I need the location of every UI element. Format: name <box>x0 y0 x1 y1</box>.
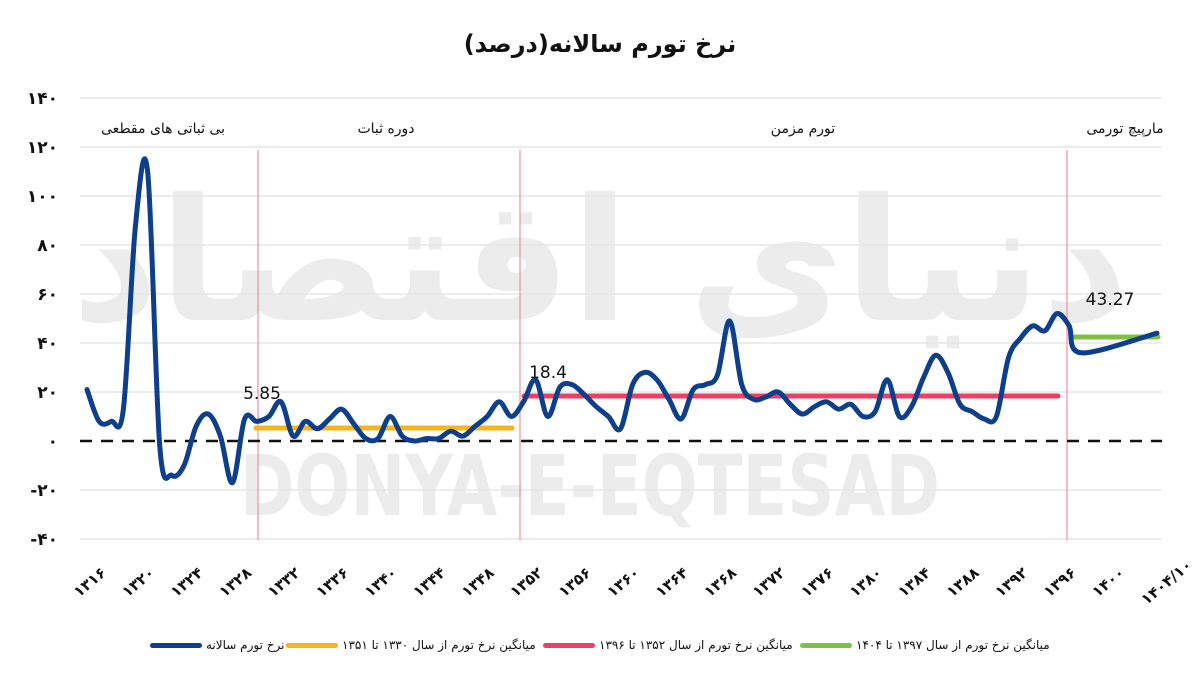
x-tick-label: ۱۳۳۲ <box>264 564 304 601</box>
chart-title: نرخ تورم سالانه(درصد) <box>463 30 737 58</box>
x-tick-label: ۱۳۷۲ <box>749 564 789 601</box>
x-tick-label: ۱۳۱۶ <box>70 564 110 601</box>
y-tick-label: ۱۲۰ <box>27 138 58 158</box>
x-tick-label: ۱۳۸۰ <box>846 564 886 601</box>
y-tick-label: -۴۰ <box>30 530 58 550</box>
legend-item-avg-1330-1351: میانگین نرخ تورم از سال ۱۳۳۰ تا ۱۳۵۱ <box>286 638 536 652</box>
y-axis-labels: -۴۰ -۲۰ ۰ ۲۰ ۴۰ ۶۰ ۸۰ ۱۰۰ ۱۲۰ ۱۴۰ <box>27 89 58 550</box>
x-tick-label: ۱۳۶۰ <box>603 564 643 601</box>
x-tick-label: ۱۴۰۴/۱۰ <box>1138 556 1196 609</box>
x-tick-label: ۱۳۹۶ <box>1040 564 1080 601</box>
region-label-chronic: تورم مزمن <box>771 121 835 137</box>
region-label-spiral: مارپیچ تورمی <box>1086 121 1163 137</box>
x-tick-label: ۱۳۸۸ <box>943 564 983 601</box>
x-tick-label: ۱۳۲۸ <box>215 564 255 601</box>
y-tick-label: ۲۰ <box>37 383 58 403</box>
y-tick-label: ۱۴۰ <box>27 89 58 109</box>
legend-item-avg-1397-1404: میانگین نرخ تورم از سال ۱۳۹۷ تا ۱۴۰۴ <box>800 638 1050 652</box>
x-tick-label: ۱۳۳۶ <box>312 564 352 601</box>
annotation-avg-1330-1351: 5.85 <box>243 384 281 404</box>
legend-swatch-red <box>543 642 595 648</box>
chart-legend: نرخ تورم سالانه میانگین نرخ تورم از سال … <box>0 638 1200 662</box>
annotation-avg-1352-1396: 18.4 <box>529 363 567 383</box>
grid-lines <box>80 97 1162 540</box>
x-tick-label: ۱۳۵۶ <box>555 564 595 601</box>
x-tick-label: ۱۳۲۴ <box>167 564 207 601</box>
x-tick-label: ۱۳۵۲ <box>506 564 546 601</box>
x-tick-label: ۱۳۲۰ <box>118 564 158 601</box>
legend-label-avg-1352-1396: میانگین نرخ تورم از سال ۱۳۵۲ تا ۱۳۹۶ <box>599 638 793 652</box>
legend-item-avg-1352-1396: میانگین نرخ تورم از سال ۱۳۵۲ تا ۱۳۹۶ <box>543 638 793 652</box>
x-tick-label: ۱۳۴۸ <box>458 564 498 601</box>
x-tick-label: ۱۳۴۰ <box>361 564 401 601</box>
legend-item-annual-inflation: نرخ تورم سالانه <box>150 638 284 652</box>
y-tick-label: ۶۰ <box>37 285 58 305</box>
legend-label-avg-1330-1351: میانگین نرخ تورم از سال ۱۳۳۰ تا ۱۳۵۱ <box>342 638 536 652</box>
legend-label-avg-1397-1404: میانگین نرخ تورم از سال ۱۳۹۷ تا ۱۴۰۴ <box>856 638 1050 652</box>
x-tick-label: ۱۳۶۸ <box>700 564 740 601</box>
y-tick-label: ۰ <box>48 432 58 452</box>
region-dividers <box>257 150 1068 540</box>
region-label-volatility: بی ثباتی های مقطعی <box>101 121 225 137</box>
x-tick-label: ۱۳۶۴ <box>652 564 692 601</box>
watermark-latin: DONYA-E-EQTESAD <box>240 437 940 535</box>
region-labels: بی ثباتی های مقطعی دوره ثبات تورم مزمن م… <box>101 121 1164 137</box>
y-tick-label: ۸۰ <box>37 236 58 256</box>
x-axis-labels: ۱۳۱۶ ۱۳۲۰ ۱۳۲۴ ۱۳۲۸ ۱۳۳۲ ۱۳۳۶ ۱۳۴۰ ۱۳۴۴ ۱۳۴۸ ۱۳۵۲… <box>70 556 1195 609</box>
legend-label-annual-inflation: نرخ تورم سالانه <box>206 638 285 652</box>
watermark-persian: دنیای اقتصاد <box>72 163 1129 361</box>
region-label-stability: دوره ثبات <box>357 121 414 137</box>
annotation-avg-1397-1404: 43.27 <box>1086 290 1135 310</box>
x-tick-label: ۱۳۹۲ <box>991 564 1031 601</box>
y-tick-label: ۱۰۰ <box>27 187 58 207</box>
inflation-series-line <box>84 156 1160 486</box>
y-tick-label: ۴۰ <box>37 334 58 354</box>
x-tick-label: ۱۳۷۶ <box>797 564 837 601</box>
y-tick-label: -۲۰ <box>30 481 58 501</box>
x-tick-label: ۱۳۸۴ <box>894 564 934 601</box>
legend-swatch-yellow <box>286 642 338 648</box>
x-tick-label: ۱۳۴۴ <box>409 564 449 601</box>
legend-swatch-blue <box>150 642 202 648</box>
legend-swatch-green <box>800 642 852 648</box>
x-tick-label: ۱۴۰۰ <box>1088 564 1128 601</box>
